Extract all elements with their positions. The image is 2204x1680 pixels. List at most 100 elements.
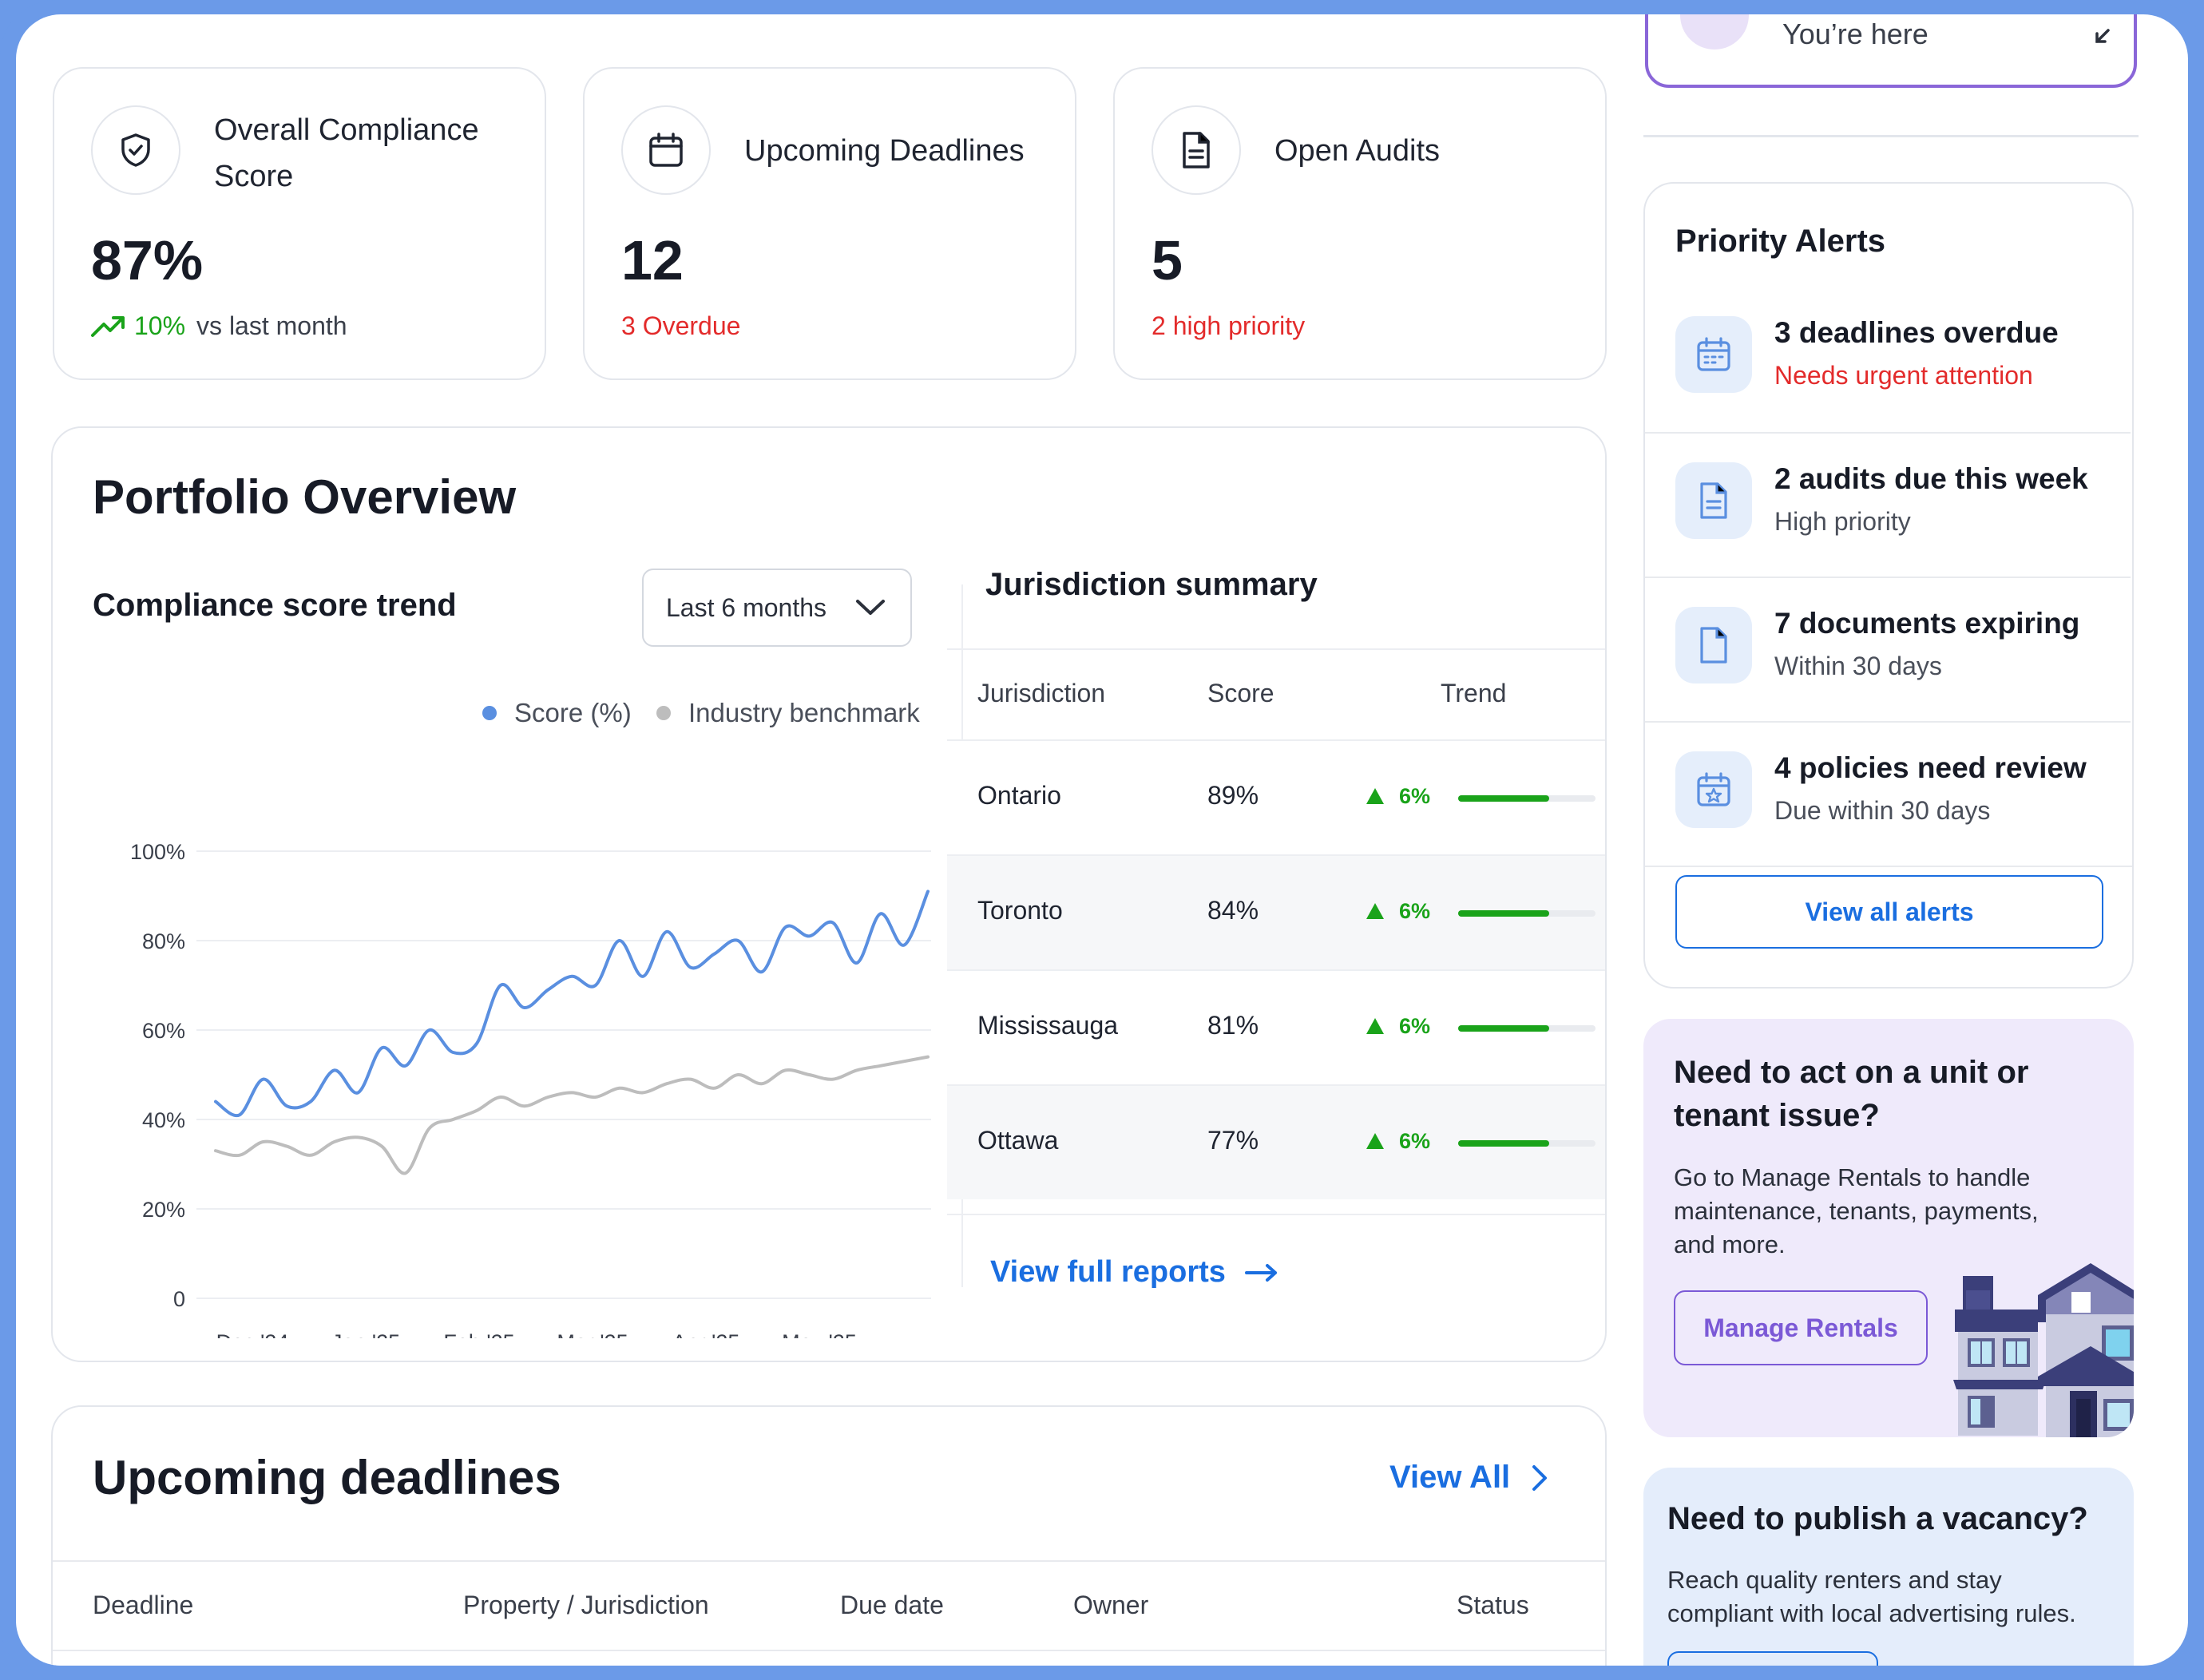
sidebar-divider [1643, 135, 2139, 137]
house-illustration [1953, 1263, 2134, 1437]
calendar-icon [649, 133, 683, 167]
chevron-down-icon [856, 600, 885, 615]
jurisdiction-title: Jurisdiction summary [985, 567, 1318, 602]
stat-card-deadlines[interactable]: Upcoming Deadlines 12 3 Overdue [583, 67, 1076, 380]
juris-name: Mississauga [977, 1011, 1119, 1040]
y-tick-label: 80% [142, 929, 185, 953]
score-series-line [214, 890, 930, 1118]
juris-score: 89% [1207, 781, 1259, 810]
juris-trend: 6% [1399, 899, 1431, 923]
y-tick-label: 40% [142, 1108, 185, 1132]
y-tick-label: 100% [130, 840, 185, 864]
stat-card-compliance[interactable]: Overall Compliance Score 87% 10% vs last… [53, 67, 546, 380]
view-full-reports-link[interactable]: View full reports [990, 1255, 1280, 1290]
juris-trend-bar [1458, 795, 1596, 802]
juris-score: 84% [1207, 896, 1259, 925]
alert-title: 2 audits due this week [1774, 462, 2088, 495]
stat-title: Open Audits [1274, 134, 1441, 168]
juris-name: Ontario [977, 781, 1061, 810]
jurisdiction-row[interactable]: Ontario 89% 6% [947, 739, 1605, 854]
juris-trend: 6% [1399, 1129, 1431, 1153]
jurisdiction-header-row: Jurisdiction Score Trend [947, 648, 1605, 738]
calendar-icon [1675, 316, 1752, 393]
you-are-here-label: You’re here [1782, 18, 1928, 50]
col-owner[interactable]: Owner [1073, 1591, 1149, 1619]
x-tick-label: Jan '25 [331, 1330, 400, 1338]
portfolio-overview-card: Portfolio Overview Compliance score tren… [51, 426, 1607, 1362]
manage-rentals-promo: Need to act on a unit or tenant issue? G… [1643, 1019, 2134, 1437]
calendar-star-icon [1675, 751, 1752, 828]
alert-title: 3 deadlines overdue [1774, 316, 2059, 349]
document-icon-wrap [1152, 105, 1241, 195]
juris-trend: 6% [1399, 1014, 1431, 1038]
jurisdiction-row[interactable]: Toronto 84% 6% [947, 854, 1605, 969]
stat-sub: 3 Overdue [621, 311, 741, 340]
stat-value: 87% [91, 229, 204, 291]
stat-title: Overall Compliance Score [214, 113, 479, 193]
legend-score: Score (%) [482, 698, 632, 728]
alert-sub: Due within 30 days [1774, 796, 1991, 825]
col-deadline[interactable]: Deadline [93, 1591, 194, 1619]
jurisdiction-panel: Jurisdiction summary Jurisdiction Score … [947, 428, 1605, 1361]
legend-benchmark: Industry benchmark [656, 698, 920, 728]
deadlines-header-row: Deadline Property / Jurisdiction Due dat… [53, 1560, 1605, 1651]
col-due-date[interactable]: Due date [840, 1591, 944, 1619]
stat-change: 10% vs last month [91, 311, 347, 341]
stat-value: 5 [1152, 229, 1183, 291]
juris-trend-bar [1458, 910, 1596, 917]
col-property[interactable]: Property / Jurisdiction [463, 1591, 709, 1619]
shield-check-icon [121, 133, 150, 167]
juris-col-jurisdiction: Jurisdiction [977, 679, 1106, 707]
promo-body: Go to Manage Rentals to handle maintenan… [1674, 1163, 2039, 1258]
calendar-icon-wrap [621, 105, 711, 195]
alert-item[interactable]: 4 policies need review Due within 30 days [1645, 721, 2131, 865]
juris-trend-bar [1458, 1140, 1596, 1147]
expand-icon[interactable] [2091, 26, 2115, 50]
upcoming-deadlines-card: Upcoming deadlines View All Deadline Pro… [51, 1405, 1607, 1666]
alerts-title: Priority Alerts [1675, 224, 1886, 259]
alert-item[interactable]: 7 documents expiring Within 30 days [1645, 577, 2131, 720]
trend-up-arrow-icon [1366, 1018, 1384, 1034]
trend-up-icon [91, 315, 125, 337]
vacancy-body: Reach quality renters and stay compliant… [1667, 1566, 2076, 1627]
x-tick-label: Feb '25 [443, 1330, 514, 1338]
range-select[interactable]: Last 6 months [642, 569, 912, 647]
trend-up-arrow-icon [1366, 1133, 1384, 1149]
view-all-deadlines-link[interactable]: View All [1389, 1460, 1548, 1496]
alert-sub: Needs urgent attention [1774, 361, 2033, 390]
x-tick-label: Mar '25 [557, 1330, 628, 1338]
alert-item[interactable]: 3 deadlines overdue Needs urgent attentio… [1645, 287, 2131, 431]
juris-score: 81% [1207, 1011, 1259, 1040]
shield-check-icon-wrap [91, 105, 180, 195]
jurisdiction-row[interactable]: Ottawa 77% 6% [947, 1084, 1605, 1199]
view-all-alerts-button[interactable]: View all alerts [1675, 875, 2103, 949]
x-tick-label: Apr '25 [672, 1330, 740, 1338]
alert-title: 4 policies need review [1774, 751, 2087, 784]
vacancy-button[interactable] [1667, 1651, 1878, 1666]
trend-title: Compliance score trend [93, 588, 457, 623]
manage-rentals-button[interactable]: Manage Rentals [1674, 1290, 1928, 1365]
stat-card-audits[interactable]: Open Audits 5 2 high priority [1113, 67, 1607, 380]
priority-alerts-card: Priority Alerts 3 deadlines overdue Needs… [1643, 182, 2134, 989]
jurisdiction-row[interactable]: Mississauga 81% 6% [947, 969, 1605, 1084]
juris-col-score: Score [1207, 679, 1274, 707]
juris-trend: 6% [1399, 784, 1431, 808]
publish-vacancy-promo: Need to publish a vacancy? Reach quality… [1643, 1468, 2134, 1666]
document-icon [1675, 462, 1752, 539]
alert-item[interactable]: 2 audits due this week High priority [1645, 432, 2131, 576]
portfolio-title: Portfolio Overview [93, 470, 517, 524]
stat-title: Upcoming Deadlines [744, 134, 1025, 168]
promo-title: Need to act on a unit or tenant issue? [1674, 1055, 2029, 1133]
col-status[interactable]: Status [1457, 1591, 1529, 1619]
trend-up-arrow-icon [1366, 903, 1384, 919]
alert-sub: High priority [1774, 507, 1911, 536]
benchmark-series-line [214, 1055, 930, 1175]
juris-name: Ottawa [977, 1126, 1059, 1155]
juris-col-trend: Trend [1441, 679, 1507, 707]
y-tick-label: 60% [142, 1019, 185, 1043]
alert-title: 7 documents expiring [1774, 607, 2080, 640]
alert-sub: Within 30 days [1774, 652, 1942, 680]
location-card[interactable]: You’re here [1645, 14, 2137, 88]
y-tick-label: 0 [173, 1287, 185, 1311]
